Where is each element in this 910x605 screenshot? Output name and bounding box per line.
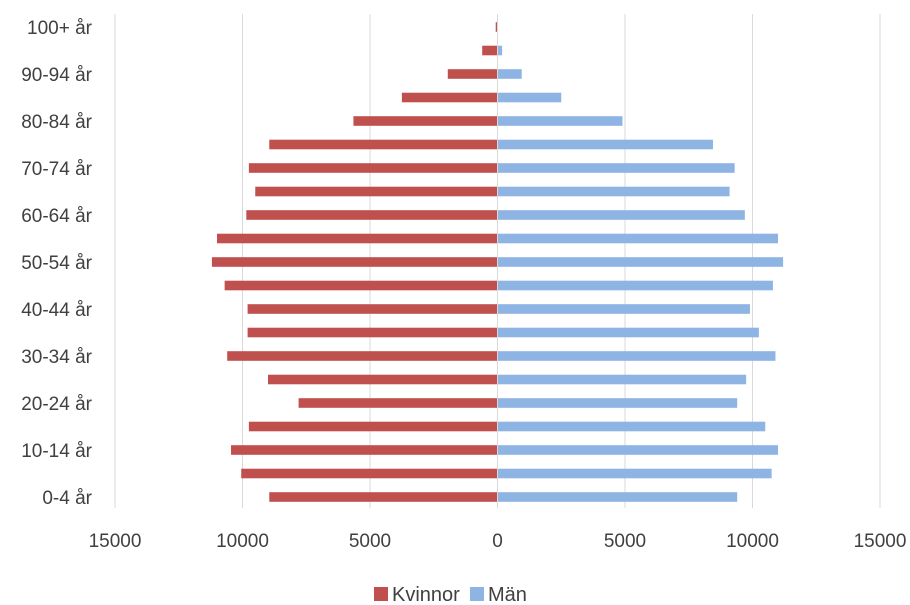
y-tick-label: 20-24 år [21, 394, 92, 415]
bar-kvinnor-100+-r [495, 22, 498, 32]
bar-kvinnor-35-39-r [247, 327, 498, 338]
legend-swatch [470, 587, 484, 601]
bar-kvinnor-65-69-r [255, 186, 498, 197]
y-axis-labels: 0-4 år 10-14 år 20-24 år 30-34 år 40-44 år 50… [21, 18, 92, 509]
bar-kvinnor-10-14-r [231, 445, 498, 455]
bar-kvinnor-90-94-r [447, 69, 498, 79]
bar-kvinnor-25-29-r [268, 374, 498, 385]
bar-kvinnor-60-64-r [246, 210, 498, 220]
bar-kvinnor-85-89-r [401, 92, 498, 103]
bar-män-5-9-r [497, 468, 772, 479]
bar-män-25-29-r [497, 374, 747, 385]
legend-swatch [374, 587, 388, 601]
x-tick-label: 5000 [349, 531, 391, 552]
bar-män-20-24-r [497, 398, 738, 408]
bar-män-80-84-r [497, 116, 623, 126]
x-tick-label: 5000 [604, 531, 646, 552]
y-tick-label: 30-34 år [21, 347, 92, 368]
bar-kvinnor-15-19-r [248, 421, 498, 432]
legend: Kvinnor Män [374, 584, 527, 605]
bar-män-95-99-r [497, 45, 503, 56]
bar-kvinnor-5-9-r [241, 468, 498, 479]
bar-män-40-44-r [497, 304, 750, 314]
bar-kvinnor-30-34-r [227, 351, 498, 361]
bar-kvinnor-45-49-r [224, 280, 498, 291]
bar-kvinnor-80-84-r [353, 116, 498, 126]
y-tick-label: 0-4 år [42, 488, 92, 509]
bar-kvinnor-75-79-r [269, 139, 498, 150]
bar-män-15-19-r [497, 421, 766, 432]
bar-kvinnor-95-99-r [482, 45, 498, 56]
bar-män-65-69-r [497, 186, 730, 197]
legend-item-män: Män [470, 584, 527, 605]
x-tick-label: 0 [492, 531, 503, 552]
y-tick-label: 90-94 år [21, 65, 92, 86]
bar-kvinnor-0-4-r [269, 492, 498, 502]
x-tick-label: 15000 [89, 531, 142, 552]
y-tick-label: 40-44 år [21, 300, 92, 321]
y-tick-label: 80-84 år [21, 112, 92, 133]
bar-kvinnor-50-54-r [211, 257, 498, 267]
bar-män-35-39-r [497, 327, 759, 338]
bar-kvinnor-55-59-r [217, 233, 498, 244]
bars [211, 22, 784, 502]
bar-män-45-49-r [497, 280, 773, 291]
bar-män-10-14-r [497, 445, 778, 455]
x-tick-label: 15000 [854, 531, 907, 552]
legend-label: Kvinnor [392, 584, 460, 605]
bar-män-70-74-r [497, 163, 735, 173]
y-tick-label: 60-64 år [21, 206, 92, 227]
bar-kvinnor-70-74-r [248, 163, 498, 173]
bar-män-75-79-r [497, 139, 713, 150]
bar-män-85-89-r [497, 92, 562, 103]
x-axis-labels: 15000 10000 5000 0 5000 10000 15000 [89, 531, 907, 552]
bar-män-90-94-r [497, 69, 522, 79]
legend-label: Män [488, 584, 527, 605]
bar-kvinnor-40-44-r [247, 304, 498, 314]
legend-item-kvinnor: Kvinnor [374, 584, 460, 605]
bar-män-50-54-r [497, 257, 784, 267]
bar-män-0-4-r [497, 492, 738, 502]
y-tick-label: 10-14 år [21, 441, 92, 462]
x-tick-label: 10000 [726, 531, 779, 552]
bar-män-55-59-r [497, 233, 778, 244]
y-tick-label: 70-74 år [21, 159, 92, 180]
y-tick-label: 100+ år [27, 18, 93, 39]
x-tick-label: 10000 [216, 531, 269, 552]
bar-män-30-34-r [497, 351, 776, 361]
y-tick-label: 50-54 år [21, 253, 92, 274]
bar-män-60-64-r [497, 210, 745, 220]
bar-kvinnor-20-24-r [298, 398, 498, 408]
